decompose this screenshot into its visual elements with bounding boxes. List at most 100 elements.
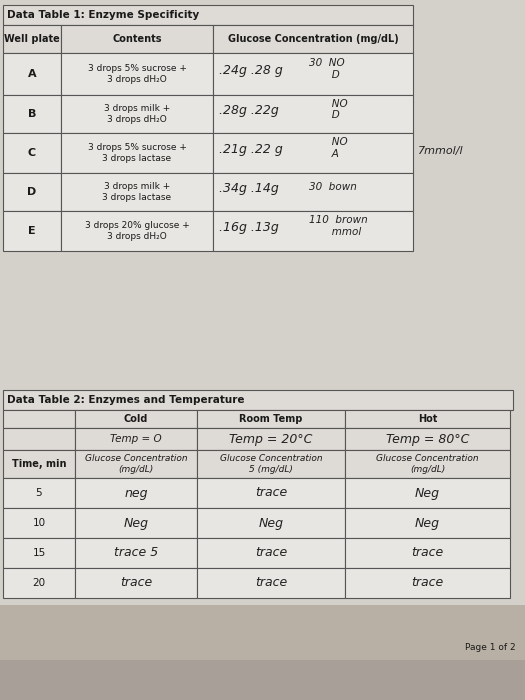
Text: .34g .14g: .34g .14g <box>219 183 279 195</box>
Bar <box>213 173 413 211</box>
Text: trace: trace <box>120 577 152 589</box>
Bar <box>75 568 197 598</box>
Text: C: C <box>28 148 36 158</box>
Text: A: A <box>28 69 36 79</box>
Bar <box>345 538 510 568</box>
Bar <box>197 410 345 428</box>
Bar <box>0 660 525 700</box>
Text: .16g .13g: .16g .13g <box>219 221 279 234</box>
Text: neg: neg <box>124 486 148 500</box>
Text: 7mmol/l: 7mmol/l <box>418 146 464 156</box>
Bar <box>213 95 413 133</box>
Bar <box>197 428 345 450</box>
Bar <box>3 53 61 95</box>
Bar <box>197 450 345 478</box>
Bar <box>3 25 61 53</box>
Bar <box>61 133 213 173</box>
Bar <box>61 95 213 133</box>
Text: Glucose Concentration
5 (mg/dL): Glucose Concentration 5 (mg/dL) <box>219 454 322 474</box>
Text: Time, min: Time, min <box>12 459 66 469</box>
Text: 30  NO
       D: 30 NO D <box>309 58 344 80</box>
Bar <box>197 478 345 508</box>
Text: NO
       D: NO D <box>309 99 348 120</box>
Text: Neg: Neg <box>415 517 440 529</box>
Text: NO
       A: NO A <box>309 137 348 159</box>
Bar <box>3 428 75 450</box>
Bar <box>213 53 413 95</box>
Bar <box>3 450 75 478</box>
Text: .24g .28 g: .24g .28 g <box>219 64 283 77</box>
Bar <box>3 5 413 25</box>
Bar <box>3 173 61 211</box>
Text: B: B <box>28 109 36 119</box>
Bar <box>61 173 213 211</box>
Text: Neg: Neg <box>415 486 440 500</box>
Bar <box>75 450 197 478</box>
Text: .21g .22 g: .21g .22 g <box>219 144 283 156</box>
Bar <box>345 410 510 428</box>
Bar <box>61 211 213 251</box>
Text: Temp = 80°C: Temp = 80°C <box>386 433 469 445</box>
Bar <box>75 410 197 428</box>
Text: D: D <box>27 187 37 197</box>
Bar <box>213 133 413 173</box>
Text: Room Temp: Room Temp <box>239 414 303 424</box>
Bar <box>3 568 75 598</box>
Bar <box>3 390 513 410</box>
Text: Data Table 2: Enzymes and Temperature: Data Table 2: Enzymes and Temperature <box>7 395 245 405</box>
Bar <box>3 211 61 251</box>
Text: 30  bown: 30 bown <box>309 183 357 193</box>
Bar <box>75 478 197 508</box>
Text: trace: trace <box>412 577 444 589</box>
Bar <box>345 428 510 450</box>
Text: Contents: Contents <box>112 34 162 44</box>
Text: Neg: Neg <box>258 517 284 529</box>
Text: trace: trace <box>255 577 287 589</box>
Bar <box>75 428 197 450</box>
Text: 5: 5 <box>36 488 43 498</box>
Text: Data Table 1: Enzyme Specificity: Data Table 1: Enzyme Specificity <box>7 10 199 20</box>
Bar <box>3 538 75 568</box>
Bar <box>0 605 525 700</box>
Text: Neg: Neg <box>123 517 149 529</box>
Bar <box>3 95 61 133</box>
Bar <box>213 211 413 251</box>
Text: Temp = 20°C: Temp = 20°C <box>229 433 313 445</box>
Bar <box>345 450 510 478</box>
Text: trace: trace <box>255 547 287 559</box>
Bar <box>197 538 345 568</box>
Text: .28g .22g: .28g .22g <box>219 104 279 118</box>
Text: Glucose Concentration
(mg/dL): Glucose Concentration (mg/dL) <box>85 454 187 474</box>
Text: Cold: Cold <box>124 414 148 424</box>
Text: 3 drops 20% glucose +
3 drops dH₂O: 3 drops 20% glucose + 3 drops dH₂O <box>85 221 190 241</box>
Bar <box>345 568 510 598</box>
Bar <box>75 538 197 568</box>
Bar <box>61 25 213 53</box>
Bar <box>3 508 75 538</box>
Bar <box>75 508 197 538</box>
Text: 3 drops 5% sucrose +
3 drops lactase: 3 drops 5% sucrose + 3 drops lactase <box>88 144 186 162</box>
Text: trace: trace <box>412 547 444 559</box>
Bar <box>61 53 213 95</box>
Text: 3 drops 5% sucrose +
3 drops dH₂O: 3 drops 5% sucrose + 3 drops dH₂O <box>88 64 186 84</box>
Bar <box>3 410 75 428</box>
Text: 3 drops milk +
3 drops lactase: 3 drops milk + 3 drops lactase <box>102 182 172 202</box>
Text: E: E <box>28 226 36 236</box>
Bar <box>3 478 75 508</box>
Text: Temp = O: Temp = O <box>110 434 162 444</box>
Text: Hot: Hot <box>418 414 437 424</box>
Text: Glucose Concentration
(mg/dL): Glucose Concentration (mg/dL) <box>376 454 479 474</box>
Bar <box>197 508 345 538</box>
Text: 110  brown
       mmol: 110 brown mmol <box>309 216 367 237</box>
Text: trace 5: trace 5 <box>114 547 158 559</box>
Text: Glucose Concentration (mg/dL): Glucose Concentration (mg/dL) <box>228 34 398 44</box>
Bar <box>3 133 61 173</box>
Bar <box>213 25 413 53</box>
Bar <box>197 568 345 598</box>
Text: Well plate: Well plate <box>4 34 60 44</box>
Text: 3 drops milk +
3 drops dH₂O: 3 drops milk + 3 drops dH₂O <box>104 104 170 124</box>
Text: trace: trace <box>255 486 287 500</box>
Bar <box>345 478 510 508</box>
Text: 20: 20 <box>33 578 46 588</box>
Text: Page 1 of 2: Page 1 of 2 <box>465 643 516 652</box>
